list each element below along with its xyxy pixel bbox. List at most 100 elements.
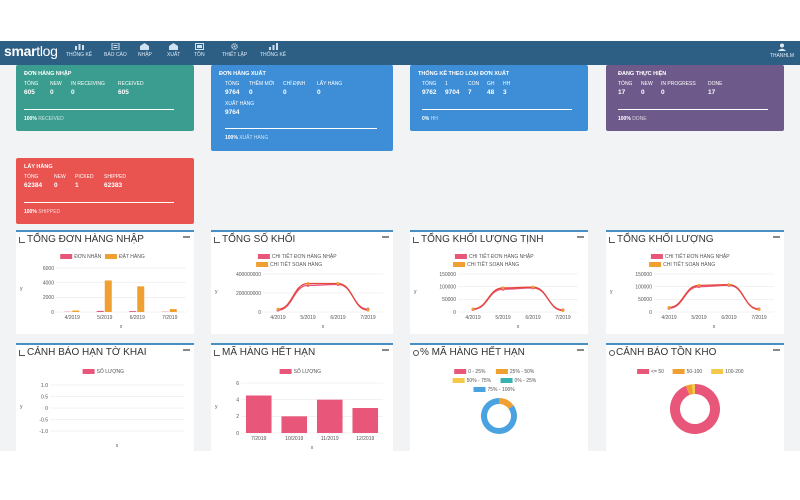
legend-swatch	[82, 369, 95, 374]
card-label: DONE	[708, 81, 723, 87]
collapse-icon[interactable]	[382, 236, 389, 238]
data-point	[757, 307, 761, 311]
card-label: NEW	[50, 81, 62, 87]
card-value: 0	[641, 89, 645, 96]
panel-title-text: TỔNG SỐ KHỐI	[222, 234, 296, 245]
card-lay-hang[interactable]: LẤY HÀNG TỔNG NEW PICKED SHIPPED 62384 0…	[16, 158, 194, 224]
panel-canh-bao-ton-kho: CẢNH BÁO TỒN KHO <= 50 50-100 100-200	[606, 343, 784, 451]
x-tick-label: 6/2019	[721, 315, 737, 321]
card-title: ĐANG THỰC HIỆN	[618, 71, 667, 77]
card-don-hang-nhap[interactable]: ĐƠN HÀNG NHẬP TỔNG NEW IN RECEIVING RECE…	[16, 65, 194, 131]
card-value: 48	[487, 89, 495, 96]
card-value: 0	[283, 89, 287, 96]
collapse-icon[interactable]	[183, 349, 190, 351]
chart-ma-hang-het-han: SỐ LƯỢNG 0 2 4 6 y x 7/2019 10/2019 11/2019 12/201…	[215, 368, 383, 451]
chart-icon	[214, 236, 220, 243]
card-value: 9762	[422, 89, 437, 96]
y-axis-label: y	[215, 289, 218, 295]
legend-label: 75% - 100%	[488, 387, 516, 393]
nav-thiet-lap[interactable]: THIẾT LẬP	[222, 43, 247, 63]
card-progress-bar	[422, 109, 572, 110]
legend-label: SỐ LƯỢNG	[97, 368, 125, 375]
card-thong-ke-loai-don[interactable]: THỐNG KÊ THEO LOẠI ĐƠN XUẤT TỔNG 1 CON G…	[410, 65, 588, 131]
nav-bao-cao[interactable]: BÁO CÁO	[104, 43, 127, 63]
x-tick-label: 7/2019	[555, 315, 571, 321]
collapse-icon[interactable]	[577, 236, 584, 238]
collapse-icon[interactable]	[382, 349, 389, 351]
y-tick-label: 200000000	[236, 291, 261, 297]
y-tick-label: 400000000	[236, 272, 261, 278]
panel-tong-khoi-luong-tinh: TỔNG KHỐI LƯỢNG TỊNH CHI TIẾT ĐƠN HÀNG N…	[410, 230, 588, 334]
chart-icon	[19, 349, 25, 356]
user-icon	[777, 43, 786, 51]
bar	[104, 280, 112, 312]
card-label: IN PROGRESS	[661, 81, 696, 87]
card-value: 9704	[445, 89, 460, 96]
legend-label: CHI TIẾT ĐƠN HÀNG NHẬP	[665, 253, 730, 260]
x-tick-label: 5/2019	[97, 315, 113, 321]
legend-swatch	[453, 262, 466, 267]
chart-icon	[609, 236, 615, 243]
panel-title: % MÃ HÀNG HẾT HẠN	[413, 347, 525, 358]
y-tick-label: 50000	[638, 297, 652, 303]
bar	[352, 408, 379, 433]
stock-icon	[194, 43, 204, 50]
panel-title-text: MÃ HÀNG HẾT HẠN	[222, 347, 316, 358]
card-value: 0	[50, 89, 54, 96]
chart-canh-bao-han-to-khai: SỐ LƯỢNG -1.0 -0.5 0 0.5 1.0 y x	[20, 368, 184, 449]
card-value: 17	[618, 89, 626, 96]
card-status: RECEIVED	[38, 116, 64, 122]
legend-label: 100-200	[725, 369, 744, 375]
data-point	[501, 286, 505, 290]
nav-ton[interactable]: TỒN	[194, 43, 205, 63]
data-point	[471, 307, 475, 311]
collapse-icon[interactable]	[773, 236, 780, 238]
card-don-hang-xuat[interactable]: ĐƠN HÀNG XUẤT TỔNG THÊM MỚI CHỈ ĐỊNH LẤY…	[211, 65, 393, 151]
collapse-icon[interactable]	[183, 236, 190, 238]
collapse-icon[interactable]	[773, 349, 780, 351]
card-percent-value: 0%	[422, 116, 430, 122]
legend-label: ĐẶT HÀNG	[119, 253, 145, 260]
nav-thong-ke[interactable]: THỐNG KÊ	[66, 43, 92, 63]
card-label: HH	[503, 81, 511, 87]
card-value: 605	[24, 89, 35, 96]
warehouse-in-icon	[140, 43, 150, 50]
x-tick-label: 7/2019	[251, 436, 267, 442]
nav-thong-ke-2[interactable]: THỐNG KÊ	[260, 43, 286, 63]
legend-label: 50-100	[687, 369, 703, 375]
app-logo[interactable]: smartlog	[4, 43, 58, 59]
nav-label: XUẤT	[167, 52, 181, 58]
card-label: NEW	[641, 81, 653, 87]
card-percent-value: 100%	[24, 209, 37, 215]
x-tick-label: 11/2019	[321, 436, 339, 442]
card-title: THỐNG KÊ THEO LOẠI ĐƠN XUẤT	[418, 71, 510, 77]
panel-title: CẢNH BÁO TỒN KHO	[609, 347, 716, 358]
collapse-icon[interactable]	[577, 349, 584, 351]
chart-icon	[19, 236, 25, 243]
card-percent-value: 100%	[24, 116, 37, 122]
bar	[316, 399, 343, 433]
x-axis-label: x	[311, 445, 314, 451]
card-label: RECEIVED	[118, 81, 144, 87]
nav-nhap[interactable]: NHẬP	[138, 43, 152, 63]
legend-swatch	[279, 369, 292, 374]
card-value: 0	[317, 89, 321, 96]
panel-title-text: CẢNH BÁO HẠN TỜ KHAI	[27, 347, 147, 358]
pie-slice	[499, 398, 514, 409]
card-title: LẤY HÀNG	[24, 164, 53, 170]
x-axis-label: x	[517, 324, 520, 330]
nav-xuat[interactable]: XUẤT	[167, 43, 180, 63]
legend-swatch	[257, 254, 270, 259]
card-percent-value: 100%	[618, 116, 631, 122]
card-value: 9764	[225, 109, 240, 116]
chart-tong-don-hang-nhap: ĐƠN NHẬN ĐẶT HÀNG 0 2000 4000 6000 y x 4/2019 5/2…	[20, 253, 186, 330]
legend-label: CHI TIẾT SOẠN HÀNG	[663, 261, 715, 268]
x-tick-label: 4/2019	[465, 315, 481, 321]
legend-swatch	[649, 262, 662, 267]
gear-icon	[231, 43, 238, 50]
y-axis-label: y	[215, 404, 218, 410]
card-status: DONE	[632, 116, 647, 122]
card-dang-thuc-hien[interactable]: ĐANG THỰC HIỆN TỔNG NEW IN PROGRESS DONE…	[606, 65, 784, 131]
user-menu[interactable]: THANHLM	[770, 43, 794, 59]
